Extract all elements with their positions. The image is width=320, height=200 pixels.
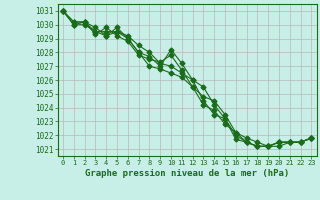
X-axis label: Graphe pression niveau de la mer (hPa): Graphe pression niveau de la mer (hPa) [85,169,289,178]
